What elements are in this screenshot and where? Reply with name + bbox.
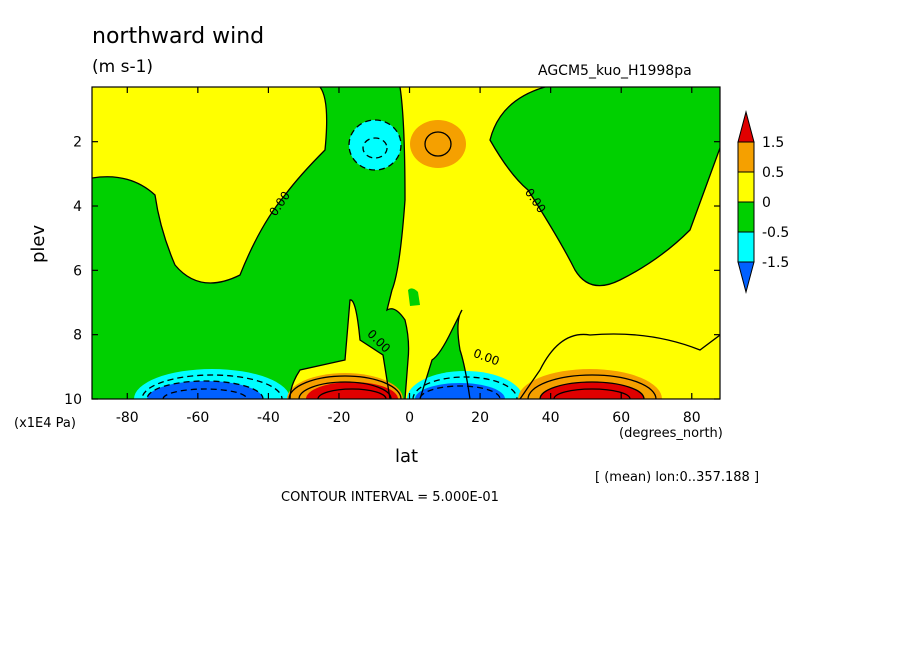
- y-tick-label: 10: [64, 392, 82, 408]
- colorbar-bottom-arrow: [737, 261, 755, 294]
- x-tick-label: 60: [612, 410, 630, 426]
- colorbar-swatch-cyan: [737, 231, 755, 263]
- x-tick-label: -40: [257, 410, 280, 426]
- y-tick-label: 8: [73, 328, 82, 344]
- colorbar: [737, 110, 755, 294]
- lower-positive-region: [290, 299, 390, 399]
- experiment-label: AGCM5_kuo_H1998pa: [538, 63, 692, 79]
- y-tick-label: 2: [73, 135, 82, 151]
- x-tick-label: 40: [542, 410, 560, 426]
- y-tick-label: 4: [73, 199, 82, 215]
- tropics-negative-blue: [415, 383, 505, 399]
- colorbar-label: 1.5: [762, 135, 784, 151]
- nh-positive-red: [540, 382, 644, 399]
- x-tick-label: 0: [405, 410, 414, 426]
- upper-negative-blob: [349, 120, 401, 170]
- plot-frame: [91, 86, 721, 400]
- chart-title: northward wind: [92, 24, 265, 49]
- x-axis: -80 -60 -40 -20 0 20 40 60 80: [116, 87, 701, 426]
- negative-contour-lines: [141, 119, 518, 399]
- colorbar-swatch-yellow: [737, 171, 755, 203]
- x-tick-label: -60: [186, 410, 209, 426]
- x-tick-label: 80: [683, 410, 701, 426]
- colorbar-swatch-orange: [737, 141, 755, 173]
- central-positive-region: [387, 87, 720, 399]
- colorbar-label: -1.5: [762, 255, 789, 271]
- subset-note: [ (mean) lon:0..357.188 ]: [595, 470, 760, 485]
- colorbar-top-arrow: [737, 110, 755, 143]
- y-axis-label: plev: [28, 224, 49, 263]
- chart-units: (m s-1): [92, 57, 154, 77]
- colorbar-label: 0: [762, 195, 771, 211]
- upper-positive-blob: [410, 120, 466, 168]
- x-tick-label: 20: [471, 410, 489, 426]
- contour-interval: CONTOUR INTERVAL = 5.000E-01: [281, 490, 499, 505]
- y-axis: 2 4 6 8 10: [64, 135, 720, 408]
- y-units-label: (x1E4 Pa): [14, 416, 76, 431]
- x-tick-label: -20: [328, 410, 351, 426]
- colorbar-swatch-green: [737, 201, 755, 233]
- x-tick-label: -80: [116, 410, 139, 426]
- sh-negative-blue: [147, 381, 263, 399]
- x-axis-label: lat: [395, 446, 419, 467]
- colorbar-label: 0.5: [762, 165, 784, 181]
- right-negative-region: [490, 87, 720, 262]
- left-positive-region: [92, 87, 327, 283]
- colorbar-label: -0.5: [762, 225, 789, 241]
- contour-lines: [92, 87, 720, 399]
- contour-fills: [92, 87, 720, 399]
- x-units-label: (degrees_north): [619, 426, 723, 441]
- small-negative-patch: [408, 288, 420, 306]
- y-tick-label: 6: [73, 263, 82, 279]
- colorbar-labels: 1.5 0.5 0 -0.5 -1.5: [762, 135, 789, 271]
